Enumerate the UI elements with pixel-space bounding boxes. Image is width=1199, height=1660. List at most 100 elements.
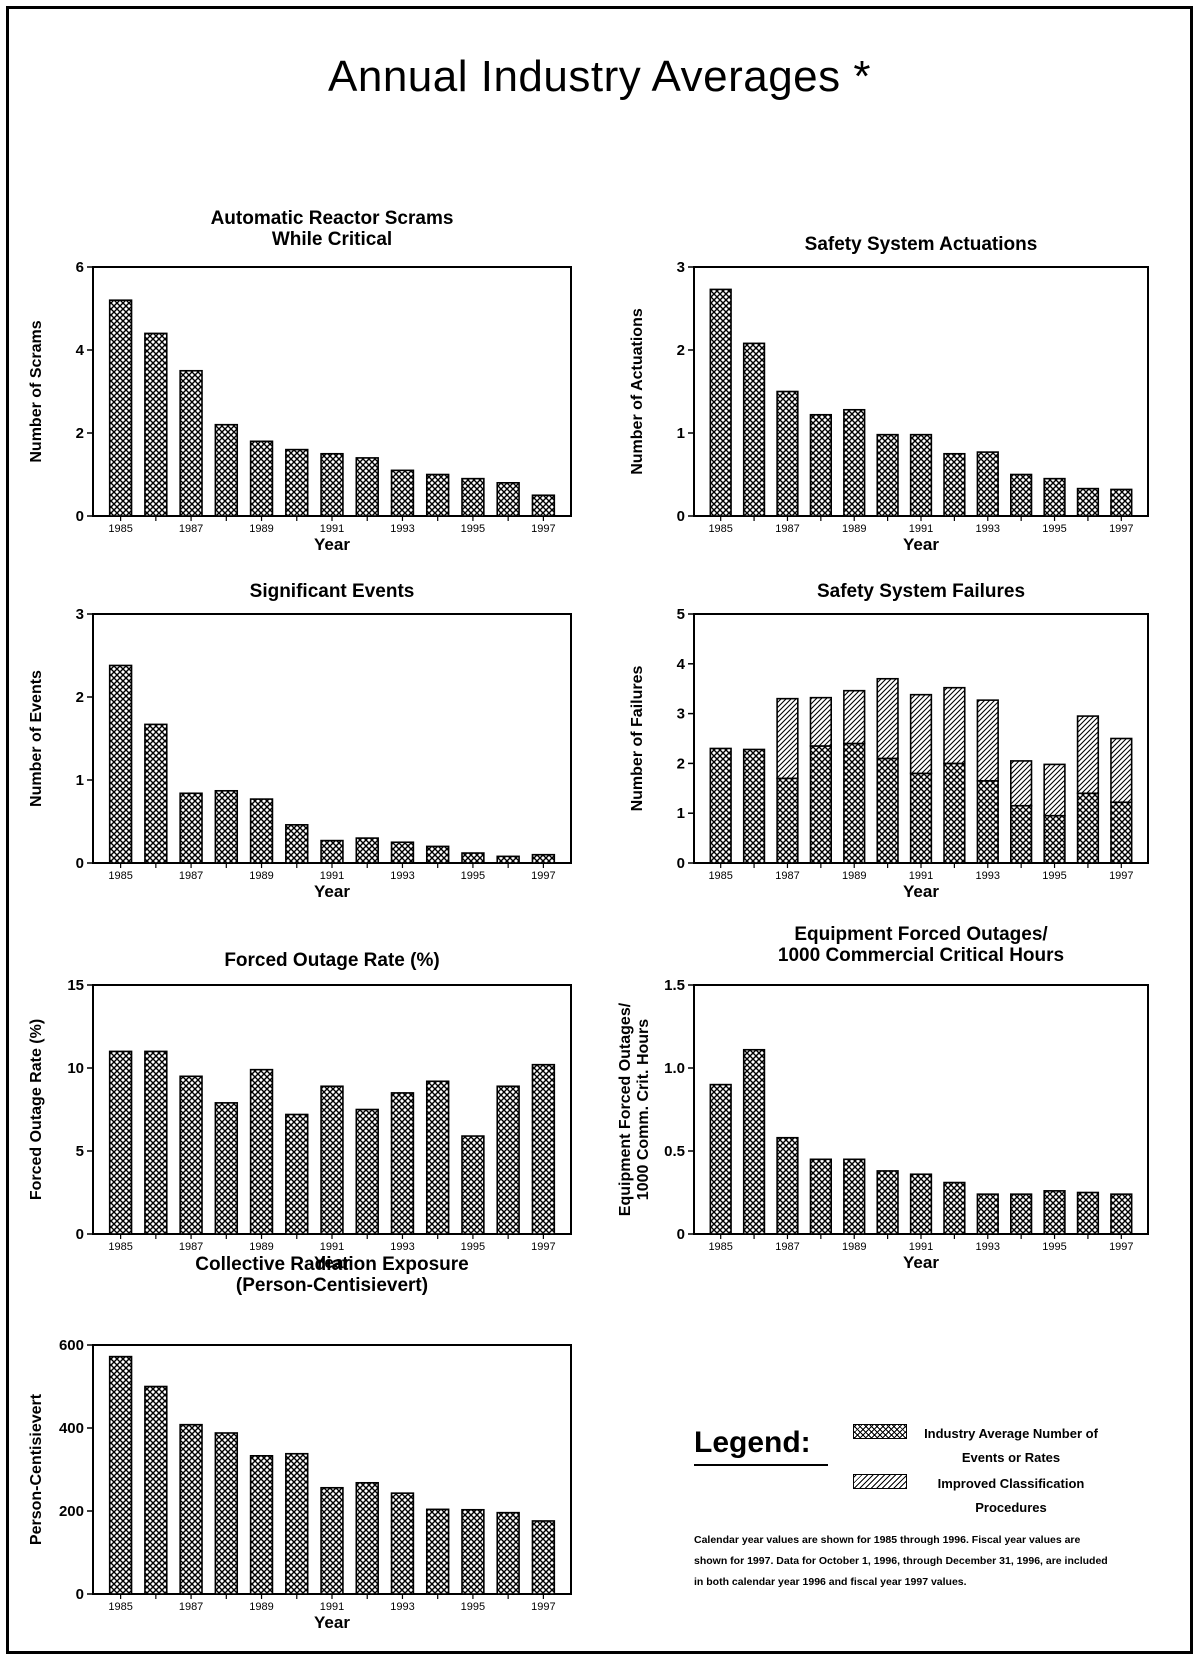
bar: [355, 837, 379, 864]
y-tick-label: 0: [76, 508, 84, 525]
bar: [1110, 801, 1133, 864]
x-tick-label: 1993: [976, 1241, 1000, 1253]
x-tick-label: 1987: [775, 1241, 799, 1253]
bar: [461, 1508, 485, 1595]
y-tick-label: 0: [677, 855, 685, 872]
legend-label: Improved Classification Procedures: [937, 1476, 1085, 1515]
bar: [461, 852, 485, 864]
chart-6: Equipment Forced Outages/1000 Commercial…: [617, 924, 1149, 1272]
chart-title: (Person-Centisievert): [236, 1275, 428, 1296]
bar: [144, 1385, 168, 1595]
chart-title: Equipment Forced Outages/: [794, 924, 1048, 945]
crosshatch-swatch: [853, 1424, 907, 1439]
bar: [843, 1158, 866, 1235]
x-tick-label: 1991: [909, 523, 933, 535]
y-tick-label: 5: [677, 606, 685, 623]
bar: [876, 433, 899, 517]
bar: [144, 723, 168, 864]
x-tick-label: 1993: [390, 1601, 414, 1613]
x-tick-label: 1997: [1109, 523, 1133, 535]
x-tick-label: 1995: [461, 1241, 485, 1253]
bar: [909, 433, 933, 517]
bar: [461, 1135, 485, 1235]
x-tick-label: 1995: [461, 523, 485, 535]
bar: [1076, 792, 1100, 864]
bar: [1076, 1191, 1100, 1235]
bar: [1110, 488, 1133, 517]
bar: [876, 1170, 899, 1235]
x-tick-label: 1985: [108, 523, 132, 535]
bar: [976, 1193, 999, 1235]
bar: [249, 1068, 274, 1235]
bar: [214, 1432, 239, 1595]
bar: [144, 332, 168, 517]
bar: [496, 1511, 520, 1595]
bar: [425, 845, 450, 864]
x-tick-label: 1997: [1109, 1241, 1133, 1253]
bar: [531, 1063, 556, 1235]
bar: [390, 841, 415, 864]
bar: [285, 1452, 309, 1595]
x-tick-label: 1995: [1042, 870, 1066, 882]
x-tick-label: 1993: [976, 523, 1000, 535]
y-axis-label: Number of Scrams: [28, 320, 45, 462]
bar: [390, 1492, 415, 1595]
bar: [1076, 487, 1100, 517]
bar: [809, 745, 832, 864]
bar: [179, 369, 203, 517]
x-tick-label: 1991: [320, 1241, 344, 1253]
y-tick-label: 0: [677, 508, 685, 525]
x-tick-label: 1987: [775, 523, 799, 535]
y-tick-label: 0: [677, 1226, 685, 1243]
bar: [843, 742, 866, 864]
x-tick-label: 1997: [531, 1241, 555, 1253]
y-tick-label: 600: [59, 1337, 84, 1354]
bar: [843, 689, 866, 745]
bar: [876, 757, 899, 864]
bar: [179, 1423, 203, 1595]
x-tick-label: 1997: [1109, 870, 1133, 882]
bar: [249, 1455, 274, 1595]
x-tick-label: 1993: [976, 870, 1000, 882]
y-tick-label: 10: [67, 1060, 84, 1077]
legend-label: Industry Average Number of Events or Rat…: [924, 1426, 1098, 1465]
x-axis-label: Year: [314, 1253, 350, 1272]
chart-7: Collective Radiation Exposure(Person-Cen…: [28, 1254, 572, 1632]
y-tick-label: 3: [677, 706, 685, 723]
x-tick-label: 1987: [775, 870, 799, 882]
x-tick-label: 1987: [179, 1601, 203, 1613]
chart-title: Significant Events: [250, 581, 415, 602]
bar: [1043, 763, 1066, 817]
bar: [179, 1075, 203, 1235]
bar: [355, 1481, 379, 1595]
bar: [531, 1520, 556, 1595]
x-tick-label: 1991: [320, 523, 344, 535]
y-axis-label: Equipment Forced Outages/: [617, 1002, 634, 1216]
bar: [843, 408, 866, 517]
chart-title: Automatic Reactor Scrams: [211, 208, 454, 229]
bar: [1110, 737, 1133, 804]
y-tick-label: 2: [76, 425, 84, 442]
bar: [285, 1113, 309, 1235]
x-tick-label: 1989: [249, 1241, 273, 1253]
chart-title: Safety System Failures: [817, 581, 1025, 602]
diagonal-hatch-swatch: [853, 1474, 907, 1489]
y-tick-label: 5: [76, 1143, 84, 1160]
bar: [742, 1048, 766, 1235]
y-tick-label: 1: [677, 425, 685, 442]
x-tick-label: 1995: [1042, 523, 1066, 535]
x-tick-label: 1993: [390, 870, 414, 882]
bar: [742, 748, 766, 864]
x-axis-label: Year: [903, 1253, 939, 1272]
legend-footnote: Calendar year values are shown for 1985 …: [694, 1534, 1108, 1588]
y-axis-label: 1000 Comm. Crit. Hours: [635, 1019, 652, 1200]
chart-title: Collective Radiation Exposure: [195, 1254, 468, 1275]
bar: [1010, 1193, 1033, 1235]
chart-title: Forced Outage Rate (%): [224, 950, 439, 971]
bar: [425, 1508, 450, 1595]
bar: [776, 390, 799, 517]
y-tick-label: 1.5: [664, 977, 685, 994]
bar: [320, 839, 344, 864]
y-tick-label: 1: [677, 805, 685, 822]
